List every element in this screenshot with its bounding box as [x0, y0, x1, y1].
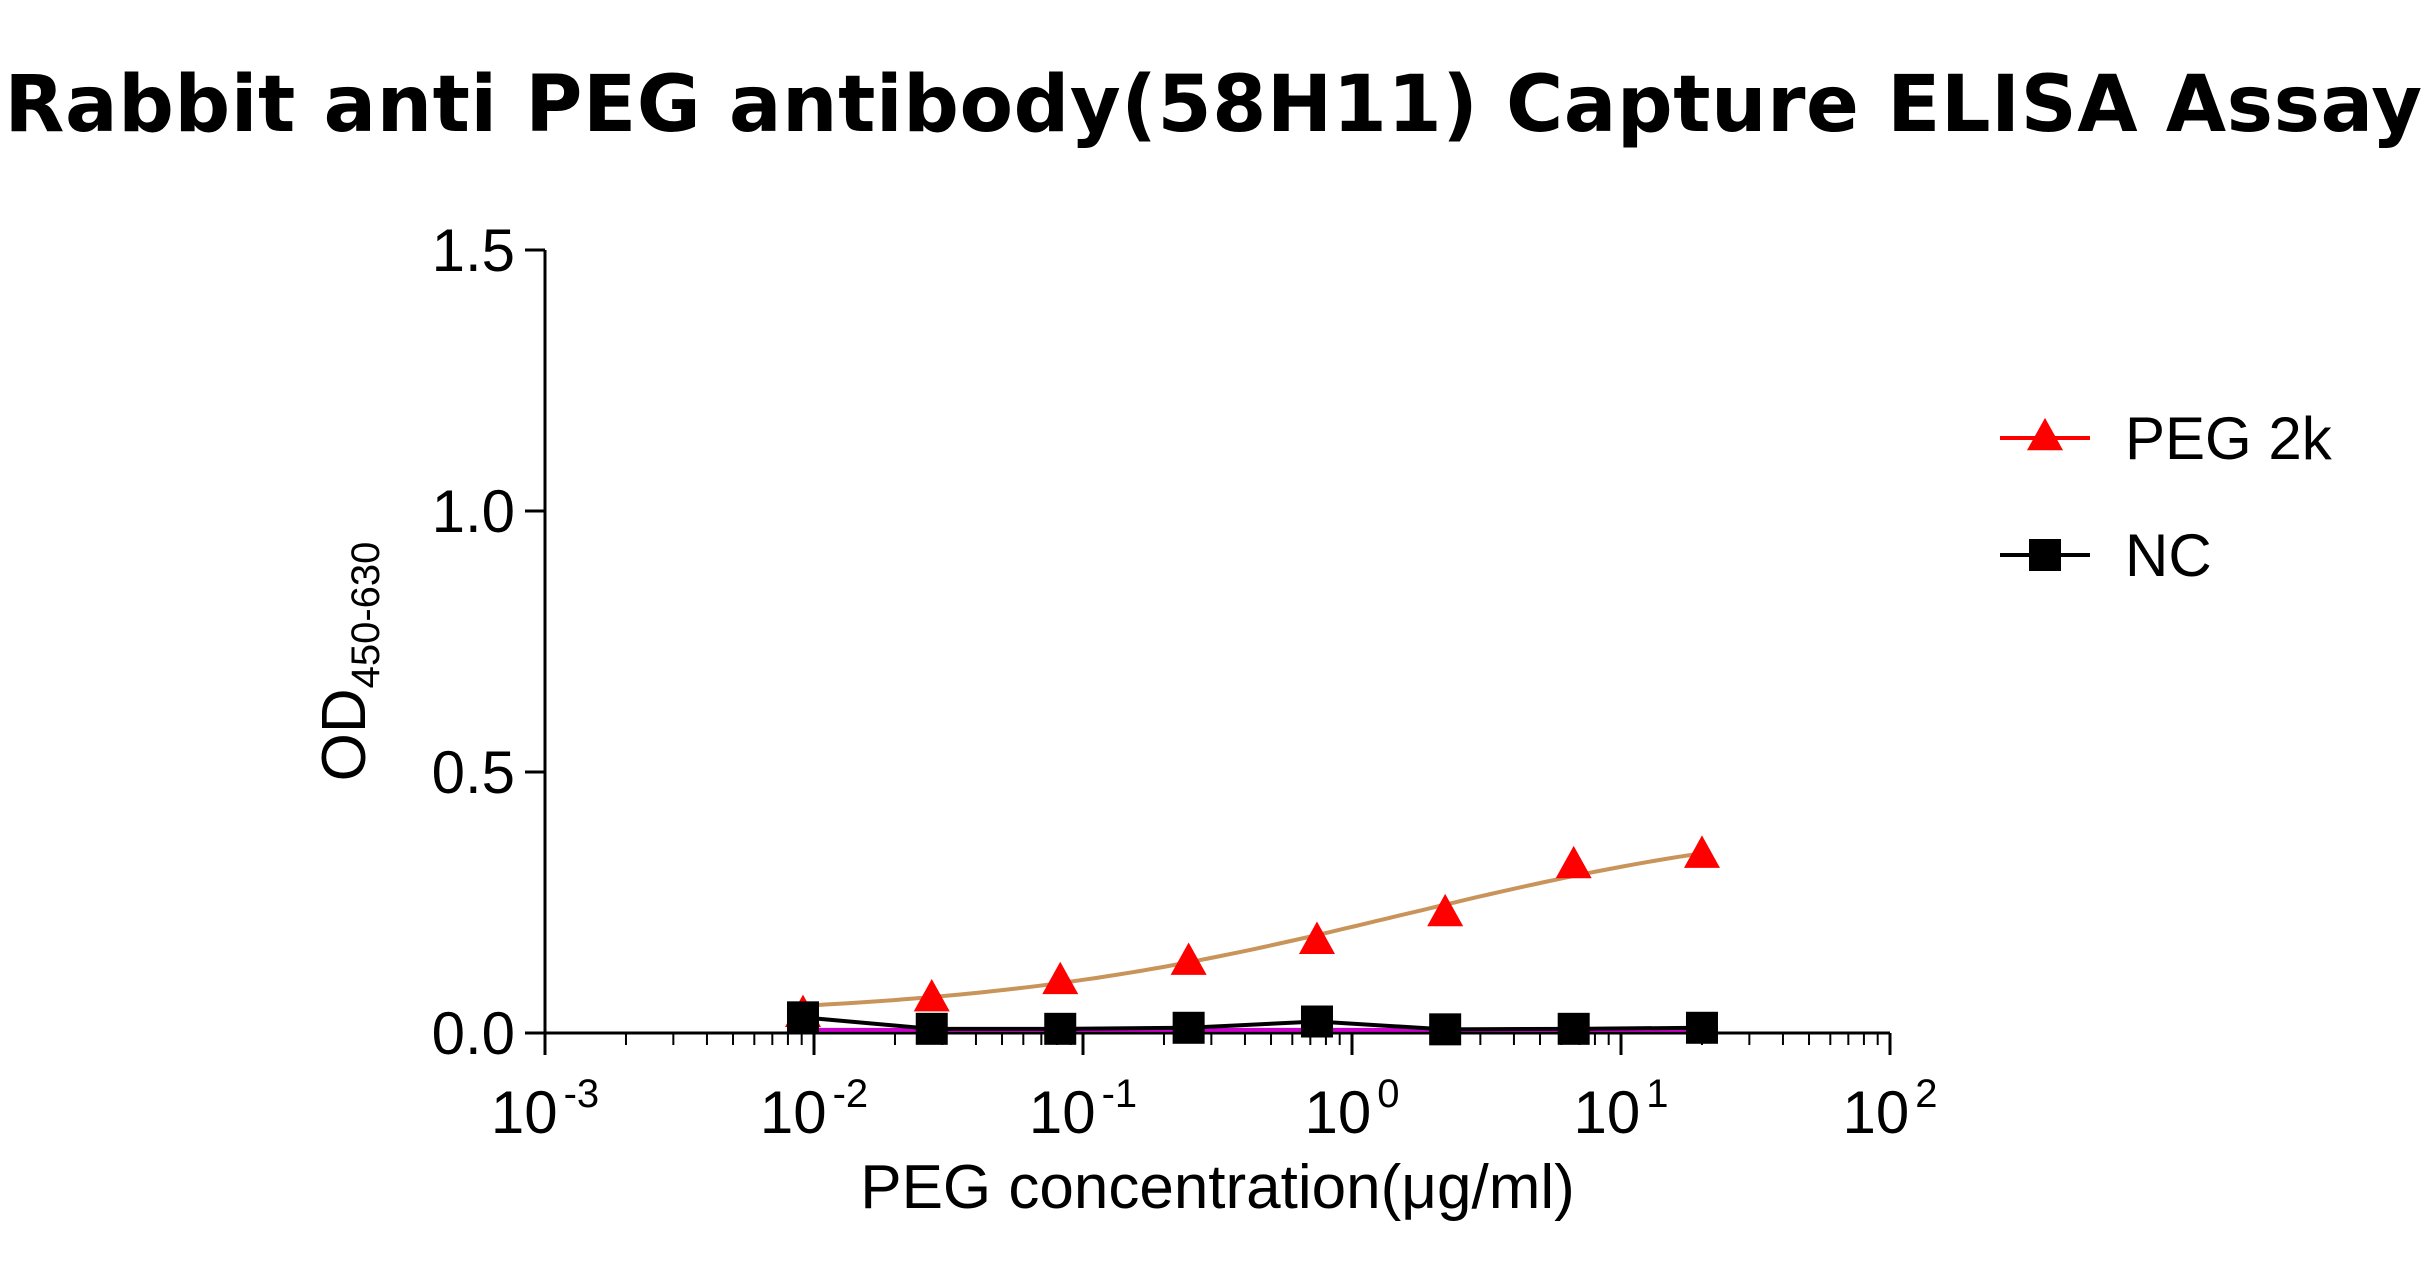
x-tick-label: 10 -1: [1029, 1072, 1137, 1146]
nc-point: [1557, 1012, 1590, 1045]
y-tick-label: 1.0: [432, 478, 515, 545]
x-tick-label-base: 10: [1305, 1079, 1372, 1146]
x-tick-label-exponent: 1: [1646, 1072, 1668, 1116]
legend-marker: [2029, 539, 2061, 571]
y-tick-label: 1.5: [432, 217, 515, 284]
y-tick-label: 0.0: [432, 1000, 515, 1067]
chart-title: Rabbit anti PEG antibody(58H11) Capture …: [4, 60, 2423, 150]
x-tick-label: 10 0: [1305, 1072, 1400, 1146]
x-tick-label-base: 10: [1029, 1079, 1096, 1146]
y-tick-label: 0.5: [432, 739, 515, 806]
x-tick-label-base: 10: [1843, 1079, 1910, 1146]
axes: 0.00.51.01.510 -3 10 -2 10 -1 10 0 10 1 10 2: [432, 217, 1938, 1146]
curves: [802, 851, 1703, 1032]
x-tick-label-base: 10: [491, 1079, 558, 1146]
peg-2k-point: [913, 978, 950, 1012]
nc-series-line: [802, 1015, 1702, 1032]
legend-marker: [2027, 417, 2063, 451]
legend: PEG 2k NC: [2000, 405, 2333, 589]
x-tick-label: 10 -2: [760, 1072, 868, 1146]
x-tick-label-exponent: 0: [1377, 1072, 1399, 1116]
nc-point: [1300, 1005, 1333, 1038]
nc-point: [1172, 1011, 1205, 1044]
peg-2k-point: [1683, 835, 1720, 868]
peg-2k-point: [1042, 961, 1079, 995]
x-tick-label-base: 10: [760, 1079, 827, 1146]
peg-2k-point: [1170, 942, 1207, 975]
x-tick-label-exponent: -2: [833, 1072, 869, 1116]
nc-point: [1044, 1012, 1077, 1045]
x-tick-label: 10 -3: [491, 1072, 599, 1146]
peg-2k-point: [1555, 845, 1592, 879]
nc-point: [1429, 1013, 1462, 1046]
legend-label: NC: [2125, 522, 2212, 589]
peg-2k-point: [1427, 893, 1464, 927]
markers: [784, 835, 1720, 1046]
x-axis-title: PEG concentration(μg/ml): [860, 1153, 1575, 1222]
nc-point: [786, 1001, 819, 1034]
x-tick-label-base: 10: [1574, 1079, 1641, 1146]
nc-point: [915, 1012, 948, 1045]
x-tick-label: 10 1: [1574, 1072, 1669, 1146]
y-axis-title-subscript: 450-630: [344, 542, 388, 689]
peg-2k-fit-line: [802, 851, 1703, 1008]
nc-point: [1685, 1011, 1718, 1044]
x-tick-label-exponent: -1: [1102, 1072, 1138, 1116]
x-tick-label-exponent: 2: [1915, 1072, 1937, 1116]
x-tick-label-exponent: -3: [564, 1072, 600, 1116]
y-axis-title-main: OD: [310, 688, 379, 781]
y-axis-title: OD450-630: [310, 542, 388, 782]
peg-2k-point: [1298, 921, 1335, 954]
x-tick-label: 10 2: [1843, 1072, 1938, 1146]
legend-label: PEG 2k: [2125, 405, 2333, 472]
